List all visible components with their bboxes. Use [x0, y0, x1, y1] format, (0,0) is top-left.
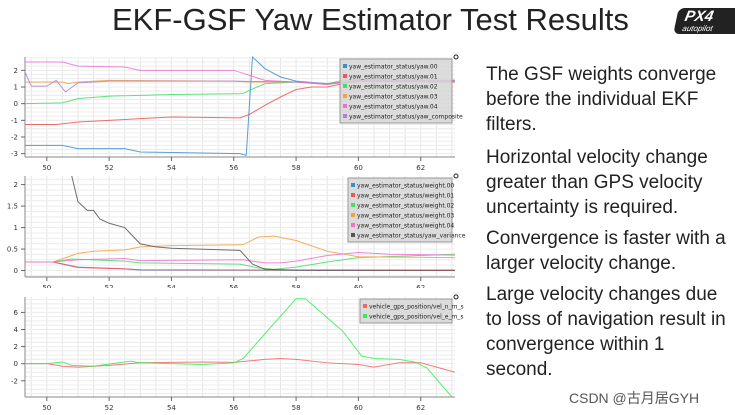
legend-handle-icon: [453, 294, 459, 300]
bullet-2: Horizontal velocity change greater than …: [486, 147, 708, 218]
legend-box: [359, 298, 453, 324]
legend-handle-icon: [453, 54, 459, 60]
legend-entry: vehicle_gps_position/vel_n_m_s: [369, 304, 464, 311]
bullet-1: The GSF weights converge before the indi…: [486, 64, 717, 135]
legend-entry: yaw_estimator_status/yaw.02: [349, 84, 438, 91]
series-line: [25, 80, 456, 125]
y-tick-label: 2: [14, 181, 18, 189]
legend-entry: yaw_estimator_status/weight.01: [357, 193, 454, 200]
legend-entry: vehicle_gps_position/vel_e_m_s: [369, 314, 463, 321]
legend-swatch: [343, 104, 347, 108]
legend-entry: yaw_estimator_status/weight.04: [357, 223, 454, 230]
legend-swatch: [351, 213, 355, 217]
series-line: [25, 261, 456, 272]
x-tick-label: 60: [354, 404, 363, 412]
x-tick-label: 54: [167, 404, 176, 412]
series-line: [25, 235, 456, 263]
legend-entry: yaw_estimator_status/yaw_composite: [349, 114, 463, 121]
x-tick-label: 62: [416, 164, 425, 172]
y-tick-label: -2: [11, 377, 18, 385]
x-tick-label: 56: [229, 164, 238, 172]
y-tick-label: 1.5: [7, 203, 18, 211]
x-tick-label: 52: [105, 284, 114, 288]
gps-velocity-chart: 50 52 54 56 58 60 62 -2 0 2 4 6 vehicle_gps_position…: [11, 294, 464, 412]
series-line: [25, 61, 456, 85]
x-tick-label: 62: [416, 284, 425, 288]
y-tick-label: 0: [14, 267, 18, 275]
x-tick-label: 54: [167, 164, 176, 172]
x-tick-label: 50: [42, 284, 51, 288]
legend-swatch: [351, 223, 355, 227]
legend-swatch: [343, 74, 347, 78]
x-tick-label: 52: [105, 404, 114, 412]
y-tick-label: 0.5: [7, 246, 18, 254]
legend-entry: yaw_estimator_status/yaw.01: [349, 74, 438, 81]
legend-entry: yaw_estimator_status/weight.03: [357, 213, 454, 220]
x-tick-label: 62: [416, 404, 425, 412]
x-tick-label: 60: [354, 284, 363, 288]
series-line: [25, 252, 456, 264]
legend-box: [339, 58, 453, 124]
legend-handle-icon: [453, 173, 459, 179]
x-tick-label: 54: [167, 284, 176, 288]
x-tick-label: 58: [292, 284, 301, 288]
legend-entry: yaw_estimator_status/weight.00: [357, 183, 454, 190]
x-tick-label: 58: [292, 404, 301, 412]
series-line: [25, 253, 456, 270]
px4-logo: PX4 autopilot: [673, 8, 735, 34]
series-line: [25, 261, 456, 272]
legend-swatch: [343, 64, 347, 68]
legend-swatch: [343, 94, 347, 98]
bullet-3: Convergence is faster with a larger velo…: [486, 228, 726, 274]
legend-entry: yaw_estimator_status/yaw.00: [349, 64, 438, 71]
watermark: CSDN @古月居GYH: [569, 390, 700, 406]
bullet-4: Large velocity changes due to loss of na…: [486, 284, 726, 380]
series-line: [71, 175, 455, 271]
y-tick-label: -1: [11, 117, 18, 125]
y-tick-label: -3: [11, 150, 18, 158]
x-tick-label: 52: [105, 164, 114, 172]
legend-swatch: [351, 183, 355, 187]
yaw-chart: 50 52 54 56 58 60 62 -3 -2 -1 0 1 2 yaw_estimator_sta…: [11, 54, 463, 172]
y-tick-label: 2: [14, 343, 18, 351]
legend-entry: yaw_estimator_status/yaw.03: [349, 94, 438, 101]
legend-entry: yaw_estimator_status/yaw.04: [349, 104, 438, 111]
legend-swatch: [343, 84, 347, 88]
y-tick-label: 2: [14, 67, 18, 75]
y-tick-label: 4: [14, 326, 19, 334]
y-tick-label: 6: [14, 309, 19, 317]
y-tick-label: -2: [11, 134, 18, 142]
weight-chart: 50 52 54 56 58 60 62 0 0.5 1 1.5 2 yaw_estimator_sta…: [7, 173, 466, 288]
legend-swatch: [351, 193, 355, 197]
x-tick-label: 56: [229, 284, 238, 288]
y-tick-label: 0: [14, 360, 18, 368]
series-line: [25, 298, 453, 398]
legend-box: [347, 177, 453, 243]
x-tick-label: 60: [354, 164, 363, 172]
legend-swatch: [343, 114, 347, 118]
legend-swatch: [363, 304, 367, 308]
x-tick-label: 56: [229, 404, 238, 412]
y-tick-label: 1: [14, 84, 18, 92]
legend-swatch: [351, 203, 355, 207]
legend-entry: yaw_estimator_status/yaw_variance: [357, 233, 466, 240]
slide-title: EKF-GSF Yaw Estimator Test Results: [112, 2, 629, 37]
series-line: [24, 71, 455, 93]
y-tick-label: 0: [14, 100, 18, 108]
series-line: [25, 358, 456, 373]
x-tick-label: 58: [292, 164, 301, 172]
legend-swatch: [351, 233, 355, 237]
legend-swatch: [363, 314, 367, 318]
x-tick-label: 50: [42, 404, 51, 412]
y-tick-label: 1: [14, 224, 18, 232]
legend-entry: yaw_estimator_status/weight.02: [357, 203, 454, 210]
x-tick-label: 50: [42, 164, 51, 172]
